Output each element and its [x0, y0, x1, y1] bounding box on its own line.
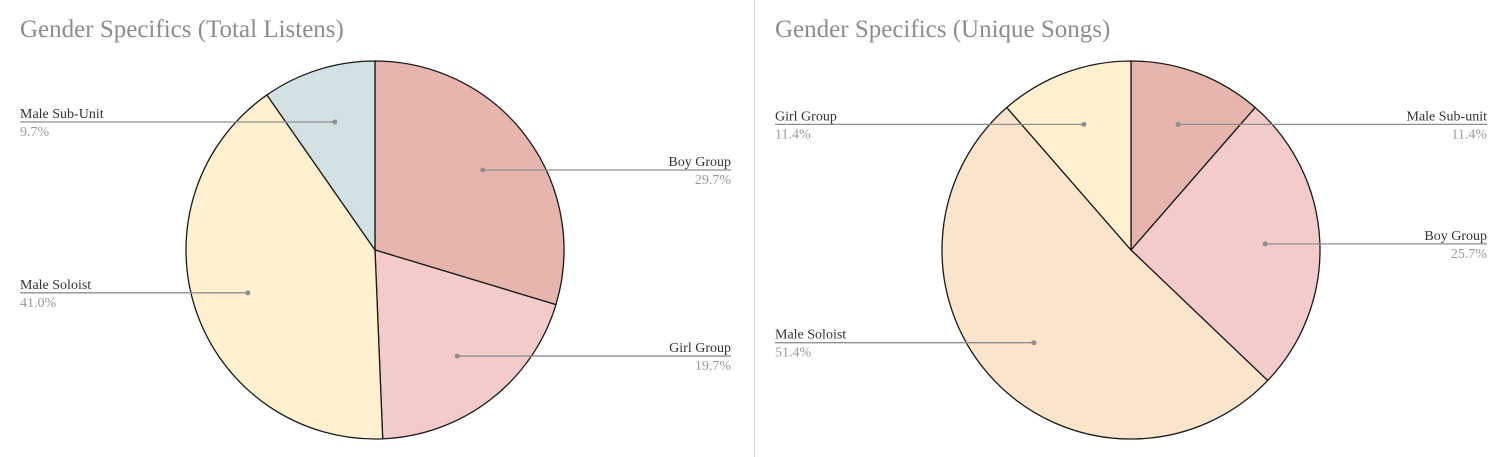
- pie-chart-total-listens: Boy Group 29.7% Girl Group 19.7% Male Solois…: [20, 60, 732, 440]
- pie-slice-girl-group: [374, 249, 557, 440]
- leader-dot: [480, 167, 486, 173]
- slice-label: Male Soloist: [20, 278, 91, 293]
- slice-label: Boy Group: [1424, 229, 1487, 244]
- slice-percent-label: 51.4%: [775, 346, 812, 361]
- slice-label: Male Soloist: [775, 328, 846, 343]
- slice-label: Girl Group: [775, 109, 837, 124]
- pie-chart-unique-songs: Male Sub-unit 11.4% Boy Group 25.7% Male Sol…: [775, 60, 1488, 440]
- leader-dot: [1081, 121, 1087, 127]
- chart-panel-unique-songs: Gender Specifics (Unique Songs) Male Sub…: [755, 0, 1497, 457]
- leader-dot: [245, 290, 251, 296]
- slice-label: Male Sub-unit: [1407, 109, 1488, 124]
- leader-dot: [1031, 340, 1037, 346]
- chart-title: Gender Specifics (Total Listens): [20, 16, 344, 43]
- pie-slice-male-soloist: [941, 106, 1269, 440]
- slice-percent-label: 11.4%: [1451, 127, 1487, 142]
- pie-slice-girl-group: [1005, 60, 1132, 252]
- slice-label: Male Sub-Unit: [20, 107, 104, 122]
- leader-dot: [454, 353, 460, 359]
- pie-slice-boy-group: [374, 60, 565, 306]
- pie-slice-male-sub-unit: [265, 60, 376, 253]
- chart-title: Gender Specifics (Unique Songs): [775, 16, 1111, 43]
- slice-percent-label: 19.7%: [695, 359, 732, 374]
- leader-dot: [332, 119, 338, 125]
- pie-slice-male-soloist: [185, 94, 384, 440]
- leader-dot: [1262, 241, 1268, 247]
- slice-label: Girl Group: [669, 341, 731, 356]
- slice-percent-label: 9.7%: [20, 125, 50, 140]
- leader-dot: [1175, 121, 1181, 127]
- chart-panel-total-listens: Gender Specifics (Total Listens) Boy Gro…: [20, 16, 732, 440]
- slice-percent-label: 25.7%: [1451, 247, 1488, 262]
- slice-percent-label: 11.4%: [775, 127, 811, 142]
- slice-percent-label: 41.0%: [20, 296, 57, 311]
- panel-divider: [754, 0, 755, 457]
- pie-slice-boy-group: [1130, 106, 1321, 382]
- slice-percent-label: 29.7%: [695, 173, 732, 188]
- pie-slice-male-sub-unit: [1130, 60, 1257, 252]
- slice-label: Boy Group: [668, 155, 731, 170]
